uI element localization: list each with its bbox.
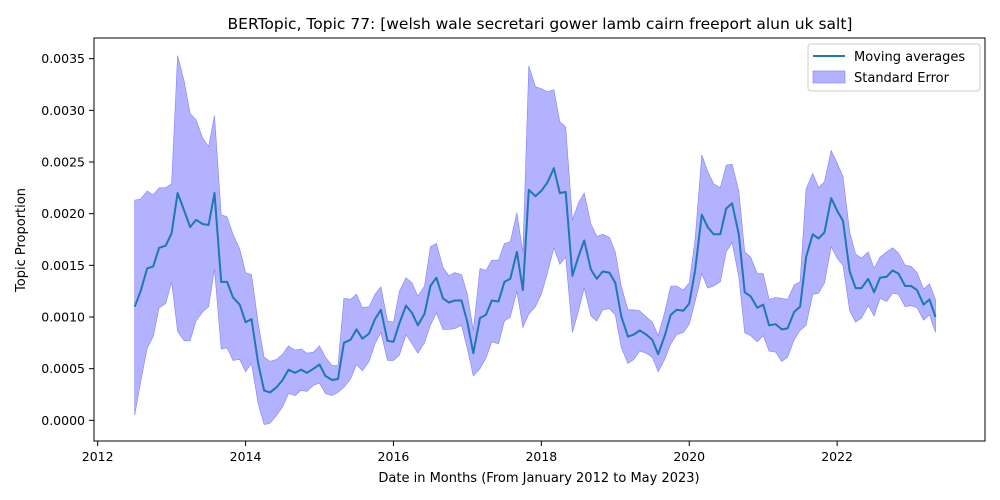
x-axis: 2012 2014 2016 2018 2020 2022 <box>82 441 853 464</box>
y-tick-label: 0.0025 <box>41 155 85 170</box>
y-axis-label: Topic Proportion <box>14 188 29 293</box>
y-axis: 0.0000 0.0005 0.0010 0.0015 0.0020 0.0025 0.00… <box>41 51 94 428</box>
y-tick-label: 0.0005 <box>41 361 85 376</box>
x-tick-label: 2018 <box>525 449 557 464</box>
legend-frame <box>807 43 981 92</box>
legend: Moving averages Standard Error <box>807 43 981 92</box>
y-tick-label: 0.0010 <box>41 310 85 325</box>
y-tick-label: 0.0020 <box>41 206 85 221</box>
y-tick-label: 0.0015 <box>41 258 85 273</box>
x-tick-label: 2022 <box>821 449 853 464</box>
x-axis-label: Date in Months (From January 2012 to May… <box>378 471 699 486</box>
chart-title: BERTopic, Topic 77: [welsh wale secretar… <box>228 15 853 33</box>
legend-moving-averages: Moving averages <box>854 50 965 65</box>
plot-frame <box>93 37 986 442</box>
y-tick-label: 0.0000 <box>41 413 85 428</box>
y-tick-label: 0.0030 <box>41 103 85 118</box>
x-tick-label: 2014 <box>230 449 262 464</box>
plot-area <box>133 55 937 425</box>
x-tick-label: 2012 <box>82 449 114 464</box>
moving-average-line <box>133 167 937 394</box>
legend-band-swatch <box>812 70 846 84</box>
x-tick-label: 2016 <box>378 449 410 464</box>
standard-error-band <box>134 55 936 425</box>
y-tick-label: 0.0035 <box>41 51 85 66</box>
legend-standard-error: Standard Error <box>854 71 950 86</box>
x-tick-label: 2020 <box>673 449 705 464</box>
